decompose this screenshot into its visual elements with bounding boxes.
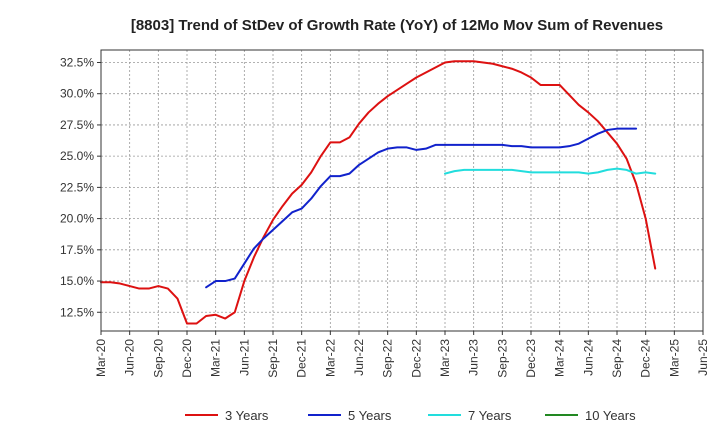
- legend-label-7-years: 7 Years: [468, 408, 512, 423]
- x-tick-label: Mar-22: [323, 339, 337, 377]
- plot-area: [101, 50, 703, 331]
- x-tick-label: Sep-20: [151, 339, 165, 378]
- series-line-5-years: [205, 127, 638, 289]
- x-tick-label: Dec-21: [295, 339, 309, 378]
- x-tick-label: Sep-22: [381, 339, 395, 378]
- y-tick-label: 25.0%: [60, 149, 94, 163]
- x-tick-label: Mar-24: [553, 339, 567, 377]
- y-tick-label: 12.5%: [60, 305, 94, 319]
- x-tick-label: Dec-22: [409, 339, 423, 378]
- x-tick-label: Mar-20: [94, 339, 108, 377]
- chart-title: [8803] Trend of StDev of Growth Rate (Yo…: [131, 17, 663, 34]
- y-tick-label: 27.5%: [60, 118, 94, 132]
- y-tick-label: 17.5%: [60, 243, 94, 257]
- legend-label-5-years: 5 Years: [348, 408, 392, 423]
- x-tick-label: Sep-23: [495, 339, 509, 378]
- y-tick-label: 20.0%: [60, 212, 94, 226]
- x-axis: Mar-20 Jun-20 Sep-20 Dec-20 Mar-21 Jun-21 Sep-…: [94, 331, 710, 378]
- y-tick-label: 22.5%: [60, 180, 94, 194]
- plot-border: [100, 49, 704, 332]
- legend-label-3-years: 3 Years: [225, 408, 269, 423]
- x-tick-label: Jun-21: [237, 339, 251, 376]
- legend-label-10-years: 10 Years: [585, 408, 636, 423]
- y-axis: 12.5% 15.0% 17.5% 20.0% 22.5% 25.0% 27.5% 30.0%…: [60, 55, 101, 319]
- series-lines: [100, 60, 657, 325]
- x-tick-label: Sep-21: [266, 339, 280, 378]
- x-tick-label: Jun-24: [581, 339, 595, 376]
- x-tick-label: Jun-22: [352, 339, 366, 376]
- x-tick-label: Dec-24: [639, 339, 653, 378]
- x-tick-label: Dec-20: [180, 339, 194, 378]
- series-line-3-years: [100, 60, 657, 325]
- x-tick-label: Sep-24: [610, 339, 624, 378]
- x-tick-label: Mar-25: [667, 339, 681, 377]
- grid-lines: [100, 50, 704, 331]
- x-tick-label: Mar-21: [209, 339, 223, 377]
- x-tick-label: Jun-23: [467, 339, 481, 376]
- x-tick-label: Mar-23: [438, 339, 452, 377]
- legend: 3 Years 5 Years 7 Years 10 Years: [185, 408, 636, 423]
- y-tick-label: 32.5%: [60, 55, 94, 69]
- x-tick-label: Jun-20: [123, 339, 137, 376]
- y-tick-label: 30.0%: [60, 87, 94, 101]
- series-line-7-years: [444, 167, 657, 175]
- x-tick-label: Jun-25: [696, 339, 710, 376]
- x-tick-label: Dec-23: [524, 339, 538, 378]
- y-tick-label: 15.0%: [60, 274, 94, 288]
